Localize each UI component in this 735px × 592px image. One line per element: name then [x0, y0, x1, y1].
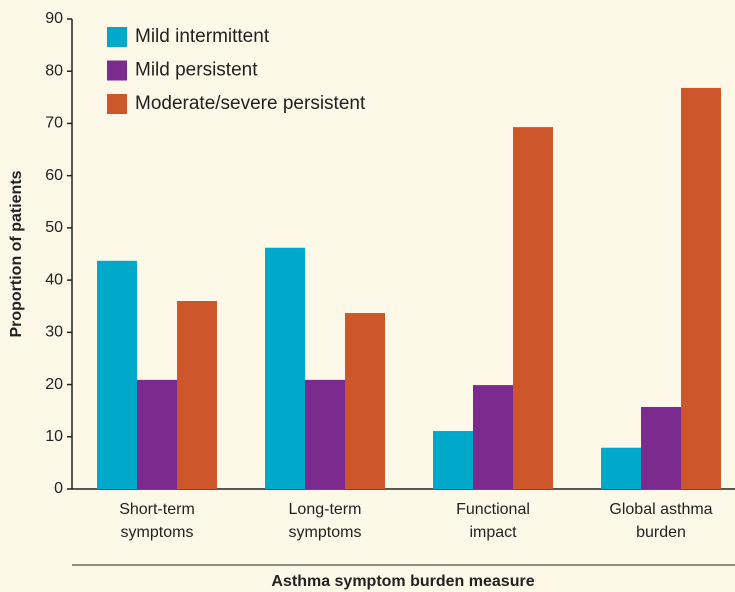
y-tick-label: 80	[45, 62, 63, 79]
y-tick-label: 0	[54, 480, 63, 497]
y-tick-label: 10	[45, 428, 63, 445]
x-tick-label: Long-term symptoms	[288, 501, 362, 541]
legend-swatch	[107, 94, 127, 114]
y-tick-label: 30	[45, 324, 63, 341]
y-axis-title: Proportion of patients	[8, 170, 25, 337]
bar	[265, 247, 305, 489]
bar	[601, 447, 641, 489]
bar	[513, 127, 553, 489]
bar	[97, 260, 137, 489]
bar	[681, 87, 721, 489]
bar	[345, 313, 385, 489]
legend-swatch	[107, 60, 127, 81]
y-tick-label: 70	[45, 115, 63, 132]
legend-swatch	[107, 27, 127, 47]
bar	[473, 385, 513, 489]
x-tick-label: Short-term symptoms	[119, 501, 195, 541]
y-tick-label: 90	[45, 10, 63, 27]
x-tick-label: Global asthma burden	[609, 501, 713, 541]
bar	[305, 379, 345, 489]
legend-label: Moderate/severe persistent	[135, 93, 366, 114]
legend-label: Mild intermittent	[135, 26, 270, 47]
bar	[177, 301, 217, 489]
y-tick-label: 50	[45, 219, 63, 236]
y-tick-label: 40	[45, 271, 63, 288]
y-tick-label: 60	[45, 167, 63, 184]
legend-label: Mild persistent	[135, 60, 258, 81]
bar	[137, 379, 177, 489]
y-tick-label: 20	[45, 376, 63, 393]
bar	[433, 431, 473, 489]
x-axis-title: Asthma symptom burden measure	[271, 573, 534, 590]
x-tick-label: Functional impact	[456, 501, 530, 541]
bar	[641, 407, 681, 489]
